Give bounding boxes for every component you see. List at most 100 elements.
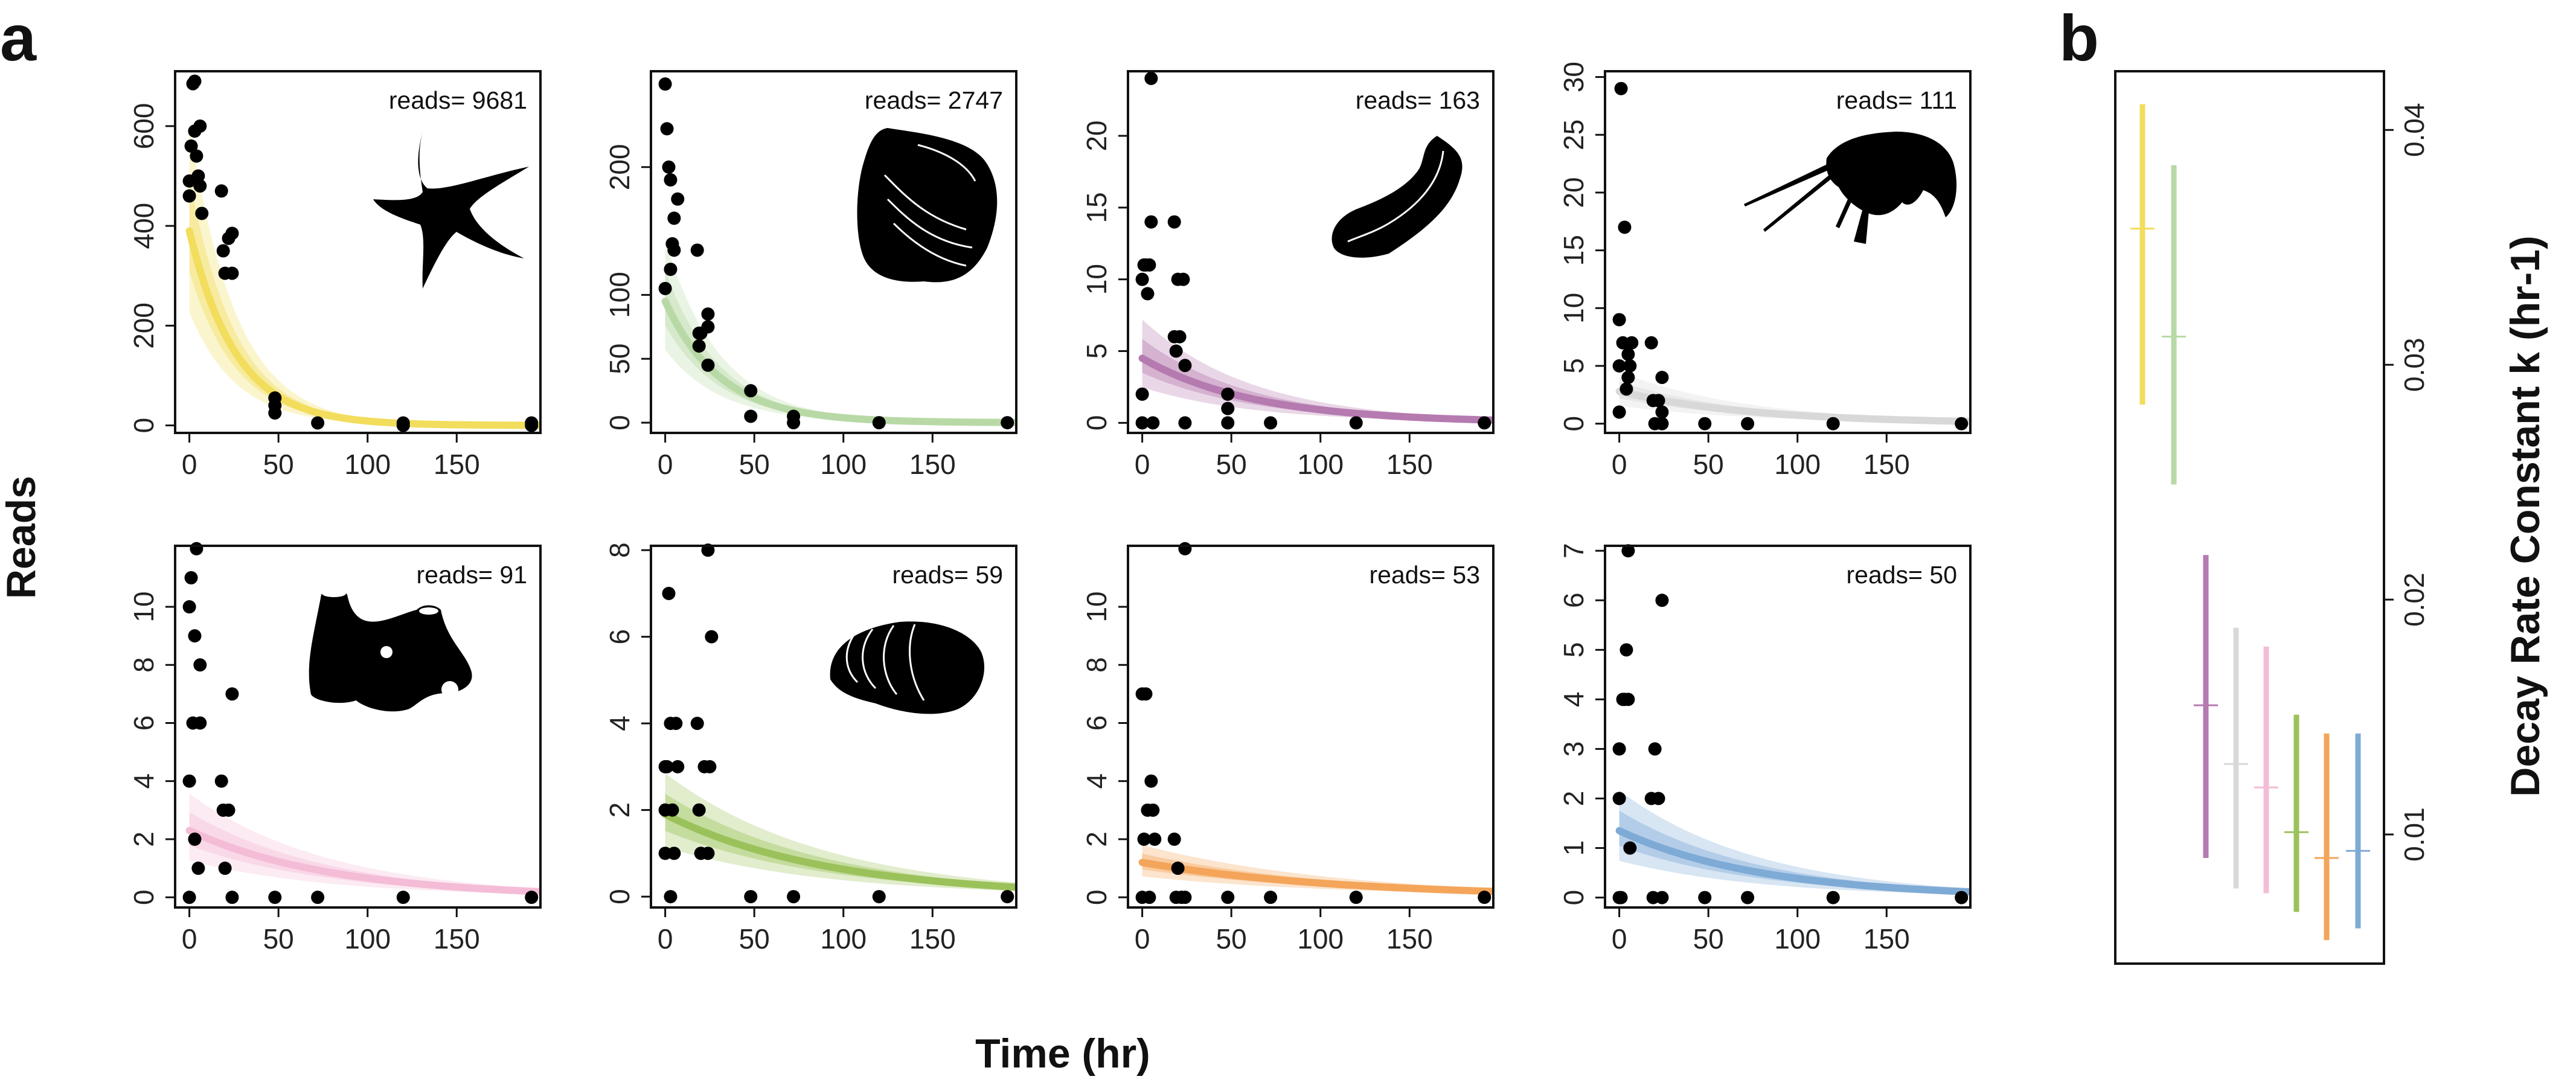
data-point <box>1614 891 1628 904</box>
data-point <box>225 226 239 240</box>
y-tick-label: 0.04 <box>2398 103 2430 157</box>
x-tick-label: 50 <box>739 449 770 480</box>
data-point <box>1139 687 1153 701</box>
data-point <box>1652 792 1665 805</box>
y-tick-label: 4 <box>1558 692 1589 708</box>
y-tick-label: 8 <box>1081 657 1112 673</box>
data-point <box>311 891 325 904</box>
data-point <box>214 774 228 788</box>
decay-axis-title: Decay Rate Constant k (hr-1) <box>2502 235 2548 797</box>
fit-line <box>1138 354 1493 424</box>
data-point <box>1655 594 1669 607</box>
data-point <box>1001 890 1014 904</box>
data-point <box>1148 832 1162 846</box>
data-point <box>182 891 196 904</box>
data-point <box>692 803 706 817</box>
data-point <box>872 416 886 430</box>
data-point <box>1655 405 1669 419</box>
data-point <box>1146 416 1160 430</box>
data-point <box>671 192 685 206</box>
x-tick-label: 150 <box>909 449 956 480</box>
data-point <box>396 418 410 432</box>
x-tick-label: 150 <box>1863 449 1910 480</box>
data-point <box>1349 891 1363 904</box>
fit-line <box>661 297 1016 426</box>
y-tick-label: 200 <box>604 144 635 190</box>
data-point <box>787 416 801 430</box>
data-point <box>665 803 679 817</box>
plot-frame <box>1127 545 1495 909</box>
data-point <box>705 630 719 644</box>
x-tick-label: 0 <box>182 449 197 480</box>
y-tick-label: 8 <box>128 657 159 673</box>
y-tick-label: 5 <box>1558 358 1589 374</box>
data-point <box>1221 891 1235 904</box>
reads-label: reads= 50 <box>1847 561 1958 589</box>
data-point <box>1178 416 1192 430</box>
data-point <box>1142 891 1156 904</box>
x-tick-label: 150 <box>434 923 480 955</box>
data-point <box>1478 416 1491 430</box>
y-tick-label: 0 <box>128 418 159 434</box>
data-point <box>1146 803 1160 817</box>
data-point <box>1826 891 1840 904</box>
x-tick-label: 150 <box>1863 923 1910 955</box>
panel-label-b: b <box>2059 1 2099 74</box>
fit-line <box>1615 388 1970 425</box>
plot-frame <box>174 70 542 434</box>
data-point <box>1142 258 1156 272</box>
y-tick-label: 2 <box>128 831 159 847</box>
data-point <box>1655 417 1669 430</box>
x-tick-label: 100 <box>1774 449 1821 480</box>
data-point <box>188 629 202 643</box>
y-tick-label: 0 <box>1558 890 1589 906</box>
y-tick-label: 10 <box>1081 591 1112 622</box>
data-point <box>872 890 886 904</box>
confidence-band-outer <box>1619 790 1970 895</box>
data-point <box>690 243 704 257</box>
sea-star-icon <box>373 132 529 289</box>
data-point <box>1135 387 1149 401</box>
data-point <box>225 266 239 280</box>
data-point <box>1264 891 1278 904</box>
x-tick-label: 50 <box>739 923 770 955</box>
data-point <box>1144 71 1158 85</box>
fit-group <box>661 773 1016 891</box>
data-point <box>1144 215 1158 229</box>
x-tick-label: 50 <box>263 923 294 955</box>
y-tick-label: 6 <box>128 715 159 731</box>
clam-shell-icon <box>830 621 985 714</box>
y-tick-label: 10 <box>1558 293 1589 324</box>
reads-label: reads= 9681 <box>389 86 527 114</box>
x-tick-label: 0 <box>1612 923 1627 955</box>
fit-line <box>185 227 540 429</box>
oyster-shell-icon <box>857 128 998 283</box>
data-point <box>660 760 674 773</box>
x-axis-title: Time (hr) <box>975 1031 1150 1077</box>
y-tick-label: 10 <box>1081 264 1112 295</box>
y-tick-label: 200 <box>128 302 159 349</box>
y-tick-label: 0 <box>604 889 635 904</box>
panel-4: 0 50 100 150 0 5 10 15 20 25 30 reads= 111 <box>1558 62 1972 480</box>
data-point <box>218 862 232 875</box>
y-tick-label: 8 <box>604 542 635 558</box>
data-point <box>1621 693 1635 706</box>
y-tick-label: 50 <box>604 344 635 374</box>
data-point <box>667 211 681 225</box>
amphipod-icon <box>1744 132 1957 244</box>
x-tick-label: 150 <box>1386 923 1433 955</box>
data-point <box>662 160 676 174</box>
data-point <box>1644 336 1658 350</box>
data-point <box>1001 416 1014 430</box>
data-point <box>1349 416 1363 430</box>
data-point <box>188 74 202 88</box>
data-point <box>1178 891 1192 904</box>
x-tick-label: 150 <box>434 449 480 480</box>
data-point <box>1614 82 1628 95</box>
x-tick-label: 100 <box>820 923 867 955</box>
y-tick-label: 20 <box>1081 120 1112 151</box>
data-point <box>1178 542 1192 555</box>
fit-group <box>1138 319 1493 424</box>
data-point <box>1655 371 1669 385</box>
